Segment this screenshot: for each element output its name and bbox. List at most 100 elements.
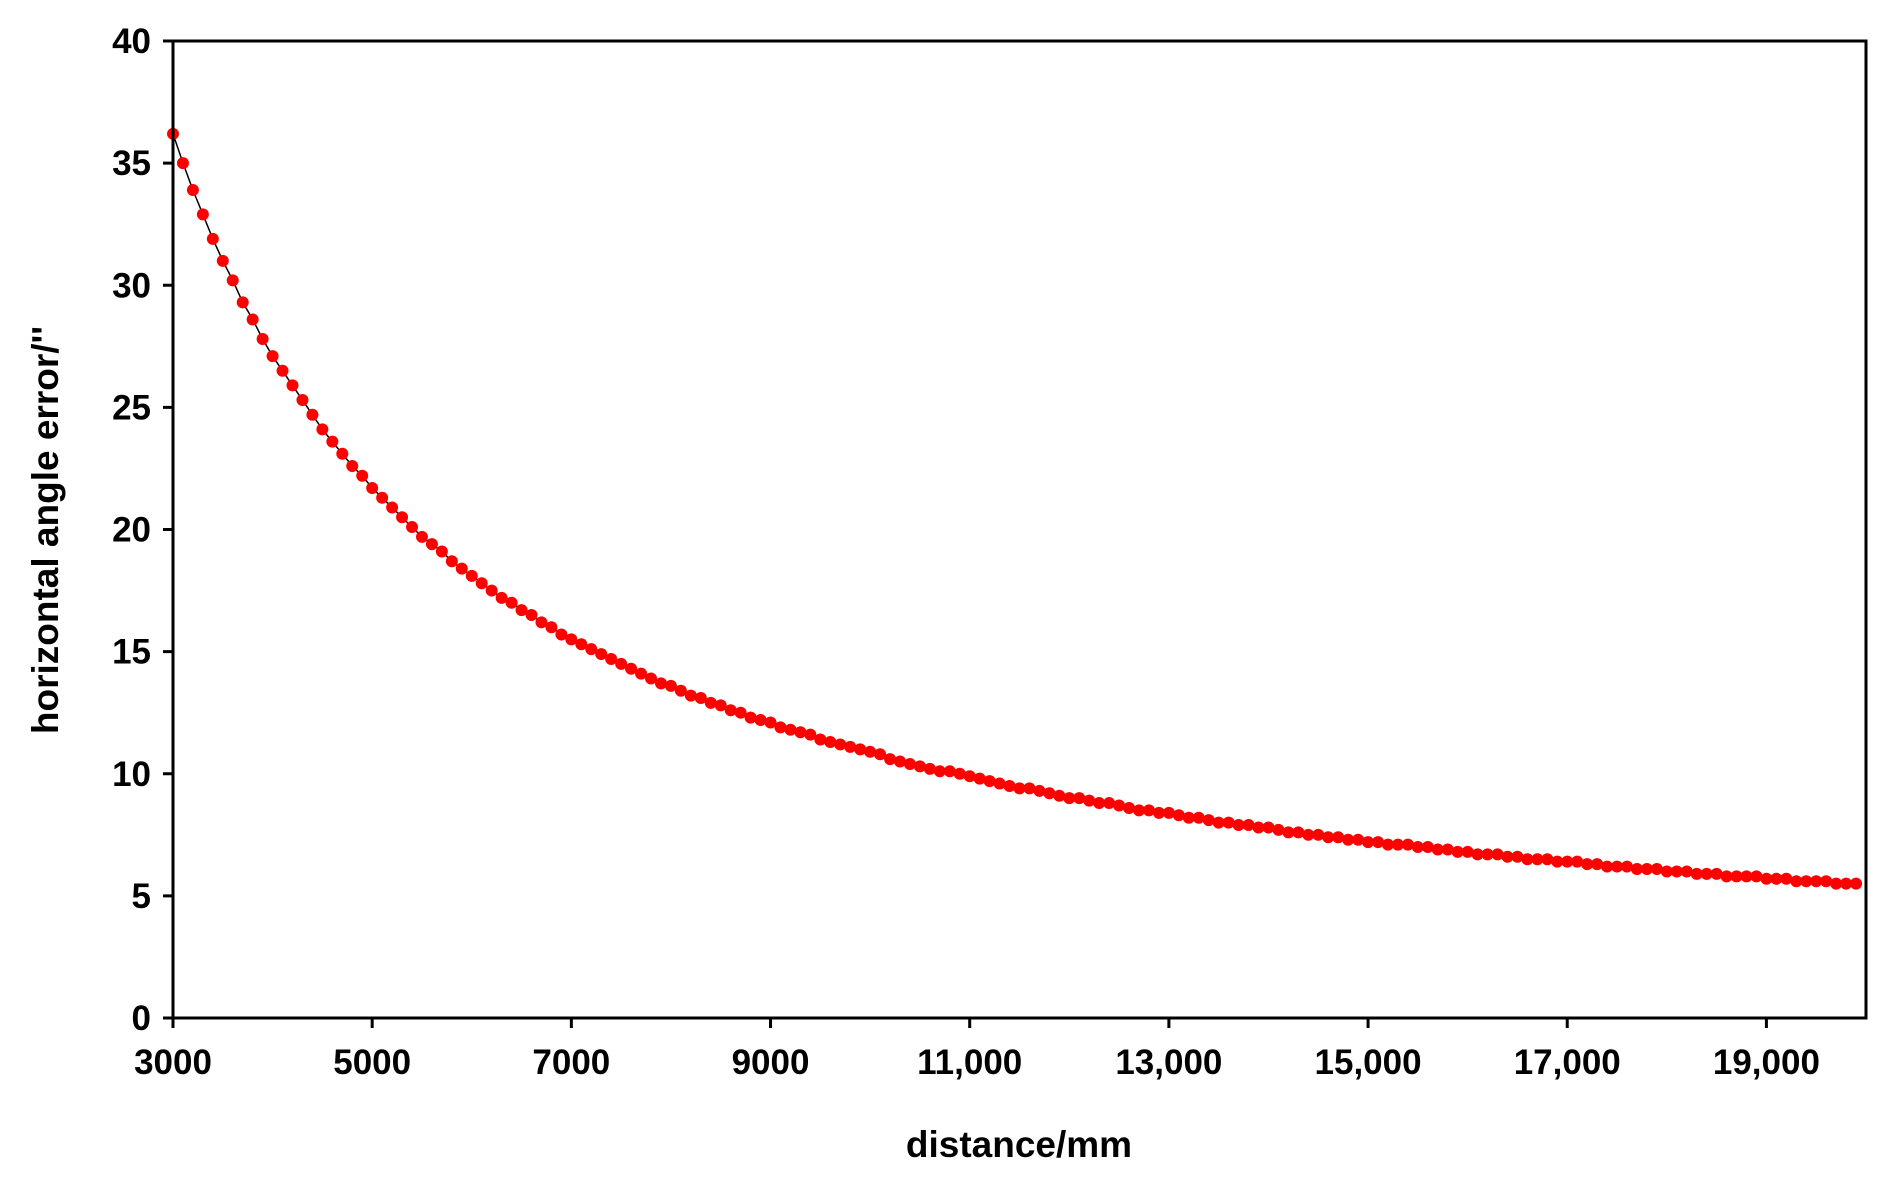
data-point: [535, 616, 548, 629]
x-axis-title: distance/mm: [906, 1124, 1132, 1165]
data-point: [1680, 865, 1693, 878]
x-tick-label: 5000: [333, 1043, 411, 1082]
data-point: [1551, 855, 1564, 868]
data-point: [1182, 811, 1195, 824]
data-point: [1342, 833, 1355, 846]
data-point: [1820, 875, 1833, 888]
data-point: [206, 232, 219, 245]
data-point: [1620, 860, 1633, 873]
data-point: [1750, 870, 1763, 883]
data-point: [1252, 821, 1265, 834]
data-point: [764, 716, 777, 729]
data-point: [1202, 814, 1215, 827]
y-tick-label: 35: [112, 144, 151, 183]
data-point: [1840, 877, 1853, 890]
data-point: [1471, 848, 1484, 861]
data-point: [1451, 845, 1464, 858]
data-point: [1720, 870, 1733, 883]
data-point: [674, 684, 687, 697]
data-point: [1511, 850, 1524, 863]
data-point: [1531, 853, 1544, 866]
x-tick-label: 7000: [532, 1043, 610, 1082]
data-point: [1103, 797, 1116, 810]
data-point: [1172, 809, 1185, 822]
data-point: [1700, 867, 1713, 880]
data-point: [1033, 784, 1046, 797]
data-point: [645, 672, 658, 685]
data-point: [1541, 853, 1554, 866]
data-point: [1282, 826, 1295, 839]
data-point: [575, 638, 588, 651]
data-point: [1401, 838, 1414, 851]
data-point: [1611, 860, 1624, 873]
data-point: [1043, 787, 1056, 800]
data-point: [386, 501, 399, 514]
data-point: [1800, 875, 1813, 888]
data-point: [1292, 826, 1305, 839]
data-point: [933, 765, 946, 778]
data-point: [654, 677, 667, 690]
data-point: [664, 679, 677, 692]
plot-area: [171, 39, 1868, 1020]
y-tick-label: 10: [112, 755, 151, 794]
data-point: [1431, 843, 1444, 856]
data-point: [1352, 833, 1365, 846]
x-tick-label: 15,000: [1315, 1043, 1422, 1082]
data-point: [435, 545, 448, 558]
data-point: [973, 772, 986, 785]
data-point: [1362, 836, 1375, 849]
data-point: [1063, 792, 1076, 805]
data-point: [1013, 782, 1026, 795]
data-point: [1123, 801, 1136, 814]
y-tick-label: 15: [112, 633, 151, 672]
data-point: [276, 364, 289, 377]
data-point: [1272, 823, 1285, 836]
x-tick-label: 19,000: [1713, 1043, 1820, 1082]
data-point: [1760, 872, 1773, 885]
data-point: [366, 481, 379, 494]
data-point: [1491, 848, 1504, 861]
data-point: [1770, 872, 1783, 885]
data-point: [226, 274, 239, 287]
data-point: [1810, 875, 1823, 888]
data-point: [844, 740, 857, 753]
data-point: [196, 208, 209, 221]
data-point: [1640, 863, 1653, 876]
data-point: [903, 757, 916, 770]
data-point: [1740, 870, 1753, 883]
data-point: [1113, 799, 1126, 812]
data-point: [316, 423, 329, 436]
data-point: [605, 652, 618, 665]
data-point: [1142, 804, 1155, 817]
data-point: [1372, 836, 1385, 849]
data-point: [346, 459, 359, 472]
data-point: [485, 584, 498, 597]
data-series: [167, 127, 1863, 890]
data-point: [943, 765, 956, 778]
data-point: [296, 394, 309, 407]
x-tick-label: 3000: [134, 1043, 212, 1082]
data-point: [1023, 782, 1036, 795]
data-point: [1322, 831, 1335, 844]
y-tick-label: 20: [112, 511, 151, 550]
data-point: [1591, 858, 1604, 871]
data-point: [336, 447, 349, 460]
data-point: [1381, 838, 1394, 851]
data-point: [1302, 828, 1315, 841]
data-point: [1521, 853, 1534, 866]
data-point: [814, 733, 827, 746]
data-point: [864, 745, 877, 758]
data-point: [913, 760, 926, 773]
data-point: [714, 699, 727, 712]
data-point: [724, 704, 737, 717]
data-point: [635, 667, 648, 680]
data-point: [425, 538, 438, 551]
data-point: [1650, 863, 1663, 876]
data-point: [1332, 831, 1345, 844]
data-point: [585, 643, 598, 656]
y-tick-label: 30: [112, 266, 151, 305]
data-point: [256, 332, 269, 345]
data-point: [1630, 863, 1643, 876]
x-tick-label: 17,000: [1514, 1043, 1621, 1082]
